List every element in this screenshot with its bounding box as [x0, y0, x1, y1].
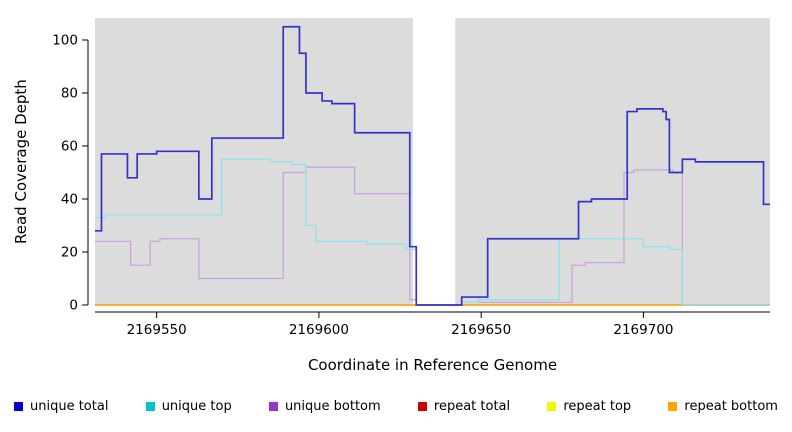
series-line-unique-bottom: [95, 166, 770, 306]
legend-swatch-repeat-total: [417, 402, 427, 411]
series-line-unique-top: [95, 158, 770, 306]
legend-swatch-repeat-bottom: [668, 402, 678, 411]
legend: unique total unique top unique bottom repea…: [0, 399, 792, 414]
y-tick-label: 100: [52, 33, 78, 49]
legend-label: repeat total: [433, 399, 511, 414]
legend-label: repeat top: [563, 399, 632, 414]
y-tick-label: 40: [61, 192, 78, 208]
legend-label: unique top: [161, 399, 232, 414]
legend-item-repeat-top: repeat top: [547, 399, 631, 414]
legend-label: repeat bottom: [684, 399, 778, 414]
x-tick-label: 2169650: [451, 322, 511, 338]
x-tick-label: 2169600: [289, 322, 349, 338]
y-tick-label: 0: [69, 298, 78, 314]
y-tick-label: 20: [61, 245, 78, 261]
x-tick-label: 2169550: [127, 322, 187, 338]
legend-item-unique-total: unique total: [14, 399, 108, 414]
legend-swatch-unique-total: [14, 402, 23, 411]
legend-item-repeat-total: repeat total: [417, 399, 511, 414]
legend-label: unique bottom: [284, 399, 381, 414]
legend-item-unique-bottom: unique bottom: [268, 399, 381, 414]
legend-swatch-unique-bottom: [268, 402, 278, 411]
legend-swatch-repeat-top: [547, 402, 557, 411]
y-tick-label: 80: [61, 86, 78, 102]
legend-item-unique-top: unique top: [145, 399, 232, 414]
plot-svg: 0 20 40 60 80 100 2169550 2169600 2169650 2169700: [52, 18, 770, 338]
legend-swatch-unique-top: [145, 402, 155, 411]
y-axis-label: Read Coverage Depth: [12, 79, 30, 244]
legend-label: unique total: [30, 399, 109, 414]
panel-background: [95, 18, 414, 305]
x-axis-label: Coordinate in Reference Genome: [307, 356, 558, 374]
series-line-unique-total: [95, 25, 770, 306]
y-tick-label: 60: [61, 139, 78, 155]
legend-item-repeat-bottom: repeat bottom: [668, 399, 778, 414]
x-tick-label: 2169700: [613, 322, 673, 338]
